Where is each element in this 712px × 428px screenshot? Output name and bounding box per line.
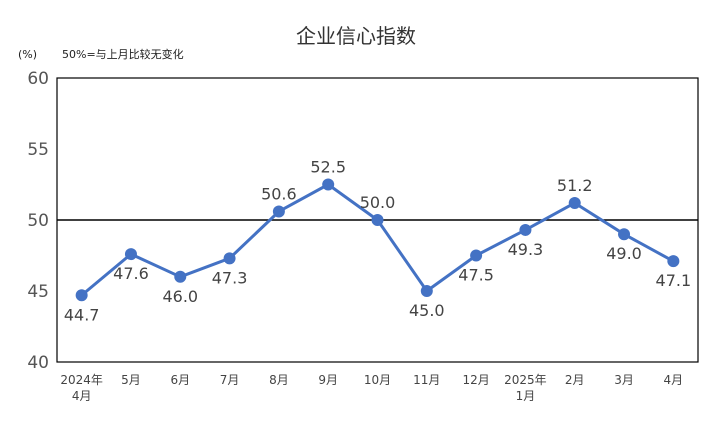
y-tick-label: 60 <box>27 69 49 89</box>
x-tick-label: 10月 <box>364 373 391 387</box>
data-label: 49.3 <box>508 240 544 259</box>
data-point <box>124 248 137 261</box>
x-tick-label: 12月 <box>462 373 489 387</box>
data-label: 47.6 <box>113 264 149 283</box>
data-point <box>470 249 483 262</box>
data-point <box>618 228 631 241</box>
x-tick-label: 2月 <box>565 373 585 387</box>
x-tick-label: 2025年 1月 <box>504 373 547 403</box>
x-tick-label: 2024年 4月 <box>60 373 103 403</box>
data-label: 45.0 <box>409 301 445 320</box>
data-label: 46.0 <box>162 287 198 306</box>
x-tick-label: 4月 <box>664 373 684 387</box>
data-point <box>420 285 433 297</box>
data-label: 47.1 <box>656 271 692 290</box>
x-tick-label: 3月 <box>614 373 634 387</box>
data-label: 47.3 <box>212 268 248 287</box>
y-tick-label: 50 <box>27 211 49 231</box>
data-label: 51.2 <box>557 176 593 195</box>
data-label: 52.5 <box>310 158 346 177</box>
chart-title: 企业信心指数 <box>296 24 416 48</box>
data-point <box>174 270 187 283</box>
data-label: 49.0 <box>606 244 642 263</box>
x-tick-label: 8月 <box>269 373 289 387</box>
y-tick-label: 40 <box>27 353 49 373</box>
data-point <box>371 214 384 226</box>
unit-label: (%) <box>18 48 37 61</box>
data-point <box>75 289 88 302</box>
data-point <box>272 205 285 218</box>
x-tick-label: 6月 <box>170 373 190 387</box>
y-tick-label: 55 <box>27 140 49 160</box>
data-point <box>322 178 335 191</box>
data-label: 44.7 <box>64 305 100 324</box>
data-label: 47.5 <box>458 266 494 285</box>
data-point <box>223 252 236 265</box>
data-point <box>519 223 532 236</box>
x-tick-label: 11月 <box>413 373 440 387</box>
x-tick-label: 9月 <box>318 373 338 387</box>
x-tick-label: 5月 <box>121 373 141 387</box>
x-tick-label: 7月 <box>220 373 240 387</box>
data-point <box>568 196 581 209</box>
y-tick-label: 45 <box>27 282 49 302</box>
data-label: 50.0 <box>360 193 396 212</box>
data-point <box>667 255 680 268</box>
data-label: 50.6 <box>261 184 297 203</box>
reference-note: 50%=与上月比较无变化 <box>62 47 184 61</box>
